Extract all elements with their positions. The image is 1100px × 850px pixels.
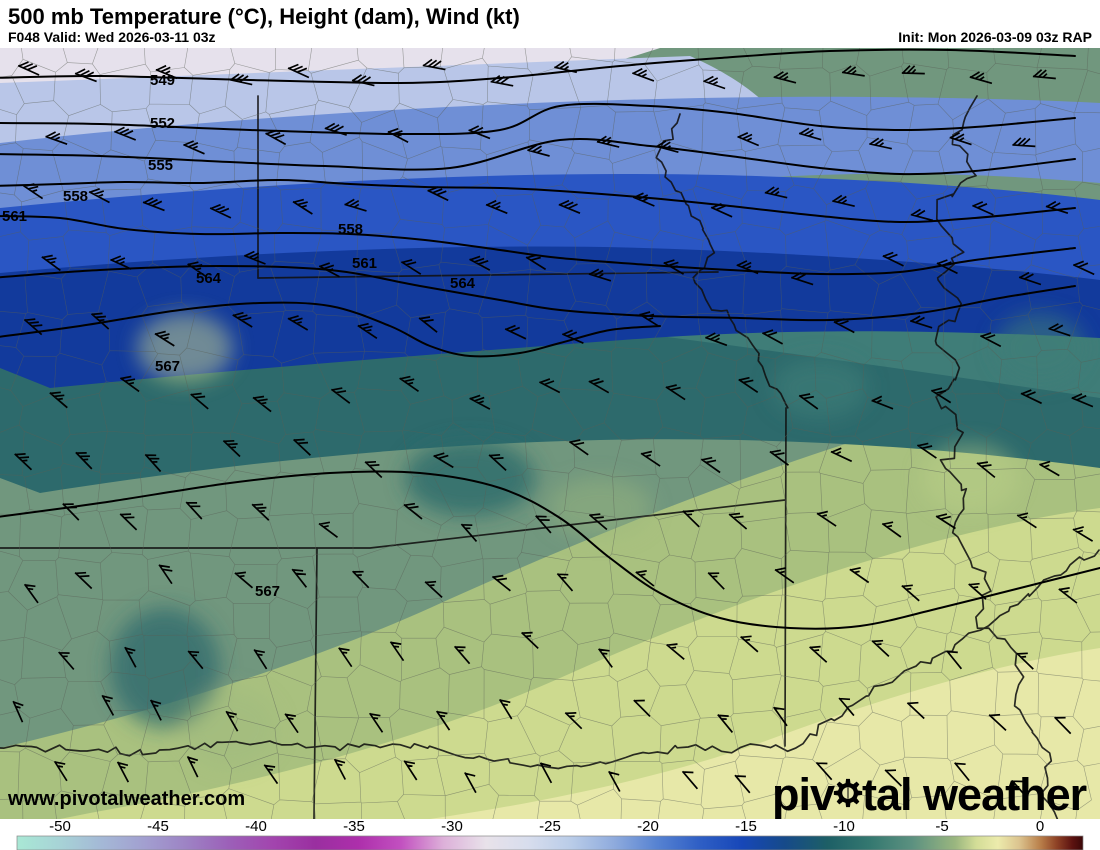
svg-text:561: 561 xyxy=(352,255,377,272)
svg-text:-50: -50 xyxy=(49,819,71,835)
svg-text:558: 558 xyxy=(338,221,363,238)
svg-text:552: 552 xyxy=(150,115,175,132)
svg-text:-45: -45 xyxy=(147,819,169,835)
svg-text:-10: -10 xyxy=(833,819,855,835)
svg-text:561: 561 xyxy=(2,208,27,225)
svg-text:-20: -20 xyxy=(637,819,659,835)
svg-text:-25: -25 xyxy=(539,819,561,835)
svg-text:-40: -40 xyxy=(245,819,267,835)
svg-text:549: 549 xyxy=(150,72,175,89)
svg-text:567: 567 xyxy=(155,358,180,375)
svg-text:-35: -35 xyxy=(343,819,365,835)
svg-text:www.pivotalweather.com: www.pivotalweather.com xyxy=(7,788,245,810)
svg-text:-5: -5 xyxy=(935,819,948,835)
svg-text:564: 564 xyxy=(450,275,476,292)
svg-text:567: 567 xyxy=(255,583,280,600)
svg-text:555: 555 xyxy=(148,157,173,174)
svg-text:558: 558 xyxy=(63,188,88,205)
svg-text:-15: -15 xyxy=(735,819,757,835)
svg-text:0: 0 xyxy=(1036,819,1044,835)
svg-text:-30: -30 xyxy=(441,819,463,835)
